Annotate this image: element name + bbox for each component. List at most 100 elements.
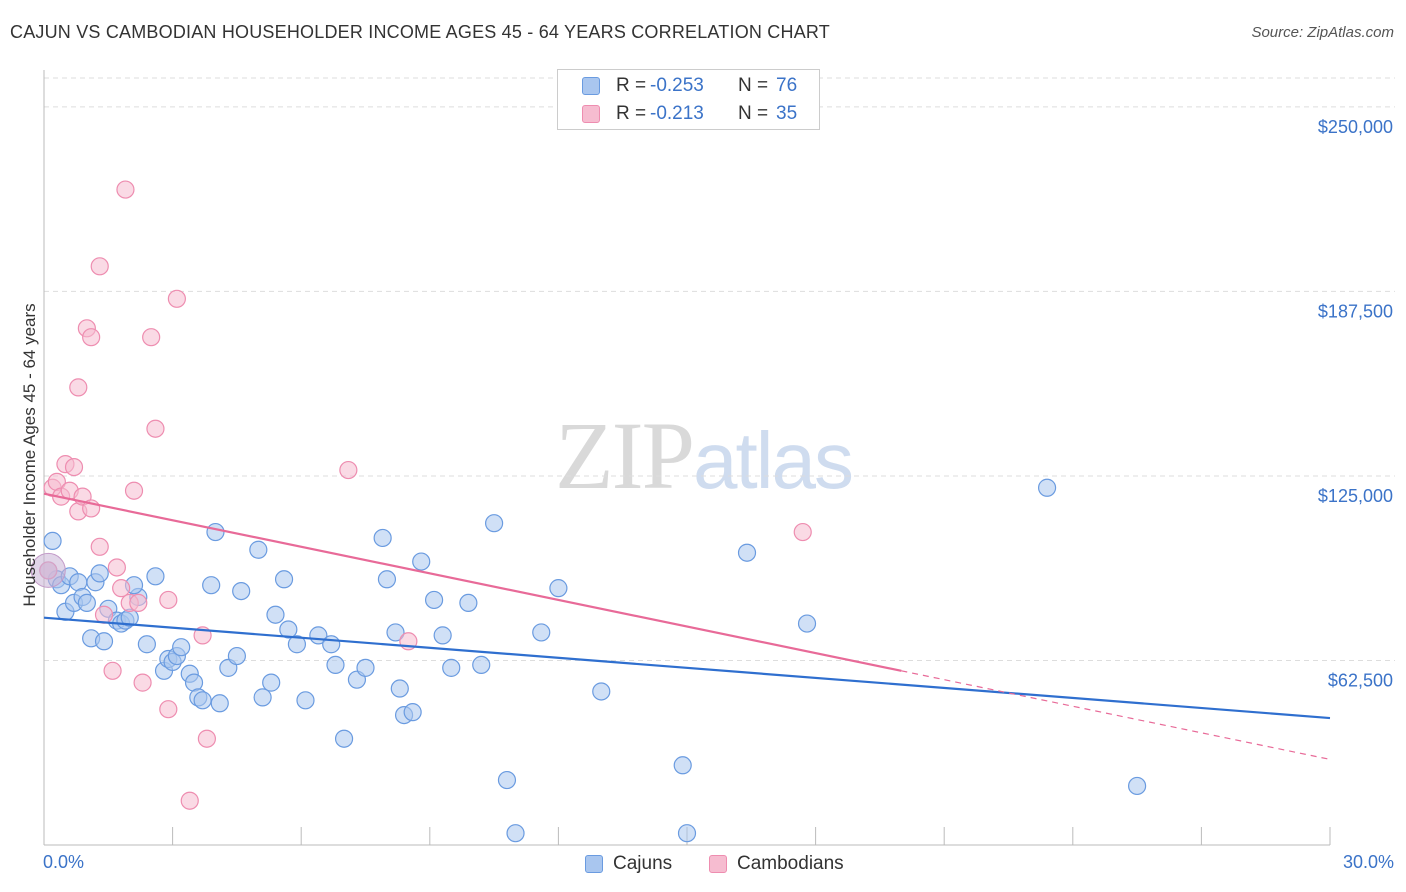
cajun-point (262, 673, 281, 692)
watermark: ZIPatlas (555, 400, 854, 511)
cajun-point (266, 605, 285, 624)
cajun-point (459, 593, 478, 613)
cambodian-point (180, 791, 199, 810)
cajuns-legend-label: Cajuns (613, 853, 673, 874)
cambodian-point (64, 457, 84, 477)
source-label: Source: ZipAtlas.com (1251, 24, 1394, 41)
cambodian-point (107, 558, 126, 577)
cajun-point (1127, 776, 1147, 796)
cambodian-point (103, 661, 122, 680)
cajun-point (497, 770, 517, 790)
cambodian-point (146, 419, 165, 438)
cambodians-swatch (582, 105, 600, 123)
cajun-point (1037, 478, 1057, 497)
cambodians-n-label: N = (738, 103, 769, 124)
watermark-atlas: atlas (693, 416, 854, 505)
cambodian-point (116, 180, 135, 199)
cambodian-point (90, 537, 109, 556)
cambodian-point (133, 673, 152, 692)
cambodian-point (197, 729, 216, 748)
cajun-point (506, 824, 525, 843)
cajun-point (90, 564, 109, 583)
cambodians-legend-label: Cambodians (737, 853, 844, 874)
cajun-point (232, 581, 251, 601)
cajun-point (287, 635, 307, 654)
cambodian-point (69, 378, 88, 397)
cajun-point (356, 658, 375, 677)
cambodian-trend-extension (901, 670, 1331, 760)
cajun-point (172, 638, 191, 657)
cajun-point (472, 655, 491, 675)
cambodians-n-value: 35 (776, 103, 798, 124)
y-tick-label: $62,500 (1328, 670, 1393, 690)
y-tick-label: $187,500 (1318, 301, 1393, 321)
cajun-point (206, 522, 225, 542)
cajun-point (485, 514, 504, 533)
cajun-point (94, 632, 114, 651)
cajun-point (274, 570, 294, 589)
cajuns-r-value: -0.253 (650, 75, 704, 96)
bottom-legend-cambodians: Cambodians (709, 852, 844, 876)
cajuns-legend-swatch (585, 855, 603, 873)
cajun-point (433, 626, 452, 645)
cambodians-r-label: R = (616, 103, 647, 124)
bottom-legend-cajuns: Cajuns (585, 852, 672, 876)
cajun-point (424, 590, 444, 610)
y-tick-label: $250,000 (1318, 117, 1393, 137)
cajuns-swatch (582, 77, 600, 95)
cajun-trend-line (43, 616, 1331, 720)
cambodian-point (82, 328, 101, 347)
y-tick-label: $125,000 (1318, 486, 1393, 506)
cambodian-point (159, 590, 178, 610)
cajun-point (296, 691, 315, 710)
cambodian-point (142, 328, 161, 347)
cajun-point (227, 646, 246, 666)
cambodian-point (124, 481, 144, 500)
cajun-point (193, 691, 212, 710)
chart-title: CAJUN VS CAMBODIAN HOUSEHOLDER INCOME AG… (10, 22, 830, 42)
cambodian-point (129, 593, 148, 613)
cajun-point (673, 756, 692, 775)
cajun-point (326, 655, 345, 675)
cajun-point (390, 679, 409, 698)
cajun-point (146, 567, 165, 586)
cajun-point (386, 623, 405, 642)
cambodians-r-value: -0.213 (650, 103, 704, 124)
cajun-point (249, 540, 268, 559)
correlation-legend: R = -0.253 N = 76 R = -0.213 N = 35 (557, 69, 820, 130)
cambodian-point (793, 522, 812, 542)
cajun-point (797, 614, 817, 633)
cajuns-r-label: R = (616, 75, 647, 96)
cajun-point (322, 635, 341, 654)
cajun-point (334, 729, 354, 748)
cajun-point (442, 658, 461, 677)
cambodian-point (167, 289, 186, 308)
cambodian-point (112, 579, 131, 598)
cambodians-legend-swatch (709, 855, 727, 873)
cajun-point (737, 543, 757, 562)
cajun-point (412, 552, 431, 571)
legend-row-cambodians: R = -0.213 N = 35 (582, 102, 797, 126)
cajun-point (677, 824, 697, 843)
cajun-point (377, 570, 397, 589)
cajun-point (77, 593, 96, 613)
overlap-point (30, 552, 66, 588)
x-tick-min: 0.0% (43, 852, 85, 872)
cajun-point (210, 694, 229, 713)
cajun-point (532, 623, 551, 642)
cajun-point (202, 576, 221, 595)
y-axis-label: Householder Income Ages 45 - 64 years (20, 303, 39, 607)
cajuns-n-label: N = (738, 75, 769, 96)
cambodian-point (339, 460, 358, 480)
cajun-point (592, 682, 611, 701)
cajun-point (253, 688, 272, 707)
cambodian-point (90, 257, 109, 276)
cajun-point (279, 620, 298, 639)
cajun-point (43, 531, 62, 551)
legend-row-cajuns: R = -0.253 N = 76 (582, 74, 797, 98)
cajun-point (137, 635, 156, 654)
x-tick-max: 30.0% (1342, 852, 1394, 872)
cajuns-n-value: 76 (776, 75, 798, 96)
cajun-point (403, 703, 422, 722)
